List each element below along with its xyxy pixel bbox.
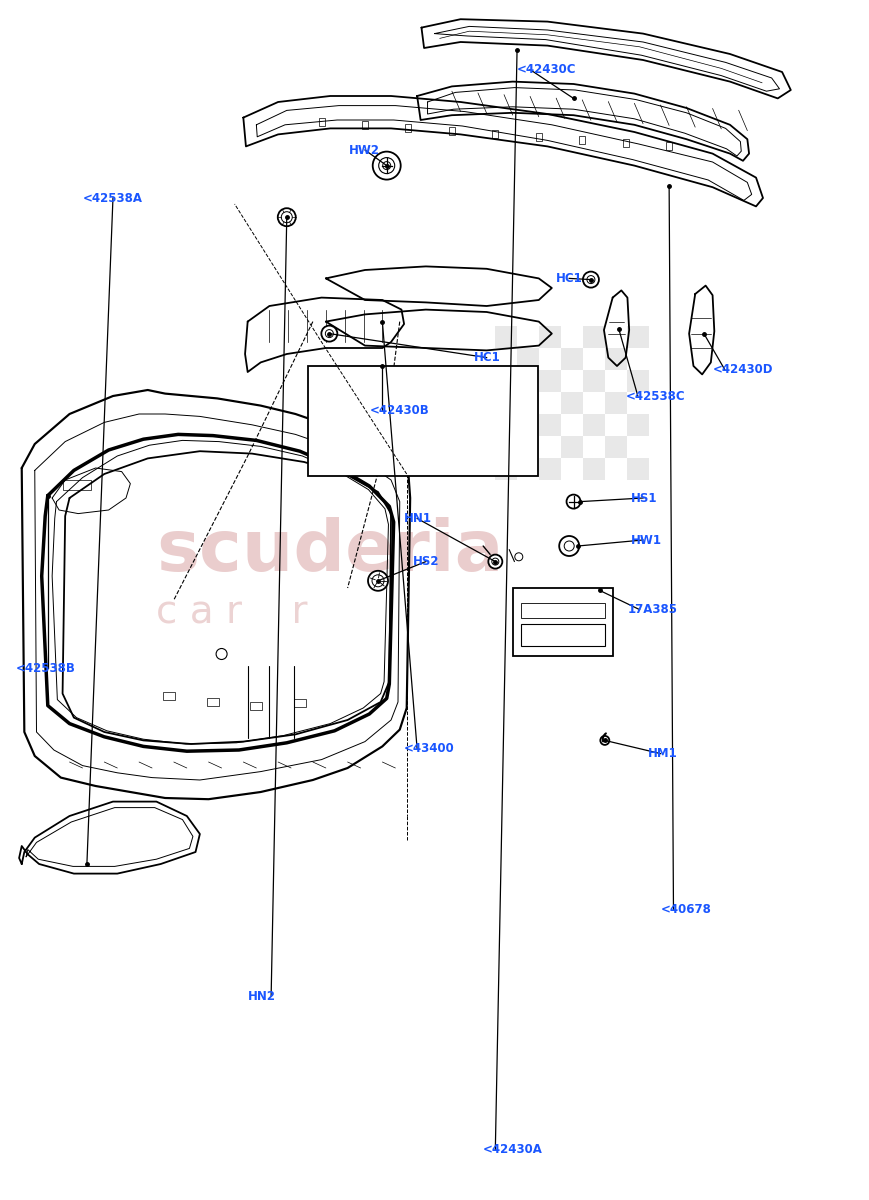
Circle shape [373,151,401,180]
Text: HC1: HC1 [474,352,501,364]
Text: 17A385: 17A385 [627,604,678,616]
Bar [583,458,606,480]
Bar [606,348,627,370]
Bar [540,414,561,436]
Bar [517,348,540,370]
Bar [517,392,540,414]
Text: <42538C: <42538C [626,390,686,402]
Text: HC1: HC1 [556,272,583,284]
Bar [449,127,454,136]
Circle shape [559,536,580,556]
Bar [513,588,613,656]
Bar [623,139,628,148]
Text: <42538B: <42538B [16,662,76,674]
Bar [561,392,583,414]
Text: <40678: <40678 [660,904,712,916]
Circle shape [567,494,580,509]
Bar [495,414,517,436]
Text: <42430A: <42430A [482,1144,542,1156]
Bar [521,624,605,646]
Bar [406,125,411,132]
Bar [627,326,649,348]
Bar [540,370,561,392]
Text: <42538A: <42538A [83,192,143,204]
Bar [561,348,583,370]
Bar [667,143,672,150]
Bar [536,133,541,142]
Text: <42430D: <42430D [713,364,773,376]
Text: HW2: HW2 [349,144,381,156]
Circle shape [322,325,337,342]
Circle shape [278,209,295,226]
Bar [627,458,649,480]
Text: HS1: HS1 [631,492,657,504]
Circle shape [368,571,388,590]
Bar [308,366,539,476]
Bar [583,326,606,348]
Bar [63,480,91,490]
Bar [627,370,649,392]
Text: HS2: HS2 [413,556,439,568]
Bar [521,602,605,618]
Bar [495,458,517,480]
Bar [540,458,561,480]
Text: <42430C: <42430C [517,64,576,76]
Bar [250,702,262,709]
Bar [583,414,606,436]
Bar [583,370,606,392]
Bar [319,119,324,126]
Bar [517,436,540,458]
Text: <42430B: <42430B [369,404,429,416]
Text: c a r    r: c a r r [156,593,308,631]
Bar [580,137,585,144]
Text: HM1: HM1 [647,748,677,760]
Bar [561,436,583,458]
Bar [540,326,561,348]
Circle shape [583,271,599,288]
Text: scuderia: scuderia [156,517,504,587]
Bar [606,392,627,414]
Circle shape [488,554,502,569]
Bar [294,700,306,707]
Bar [207,698,219,706]
Bar [627,414,649,436]
Bar [495,326,517,348]
Text: HN2: HN2 [248,990,275,1002]
Text: HW1: HW1 [631,534,662,546]
Text: HN1: HN1 [404,512,432,524]
Bar [362,121,368,130]
Bar [495,370,517,392]
Bar [493,131,498,138]
Bar [606,436,627,458]
Bar [163,692,176,700]
Text: <43400: <43400 [404,743,454,755]
